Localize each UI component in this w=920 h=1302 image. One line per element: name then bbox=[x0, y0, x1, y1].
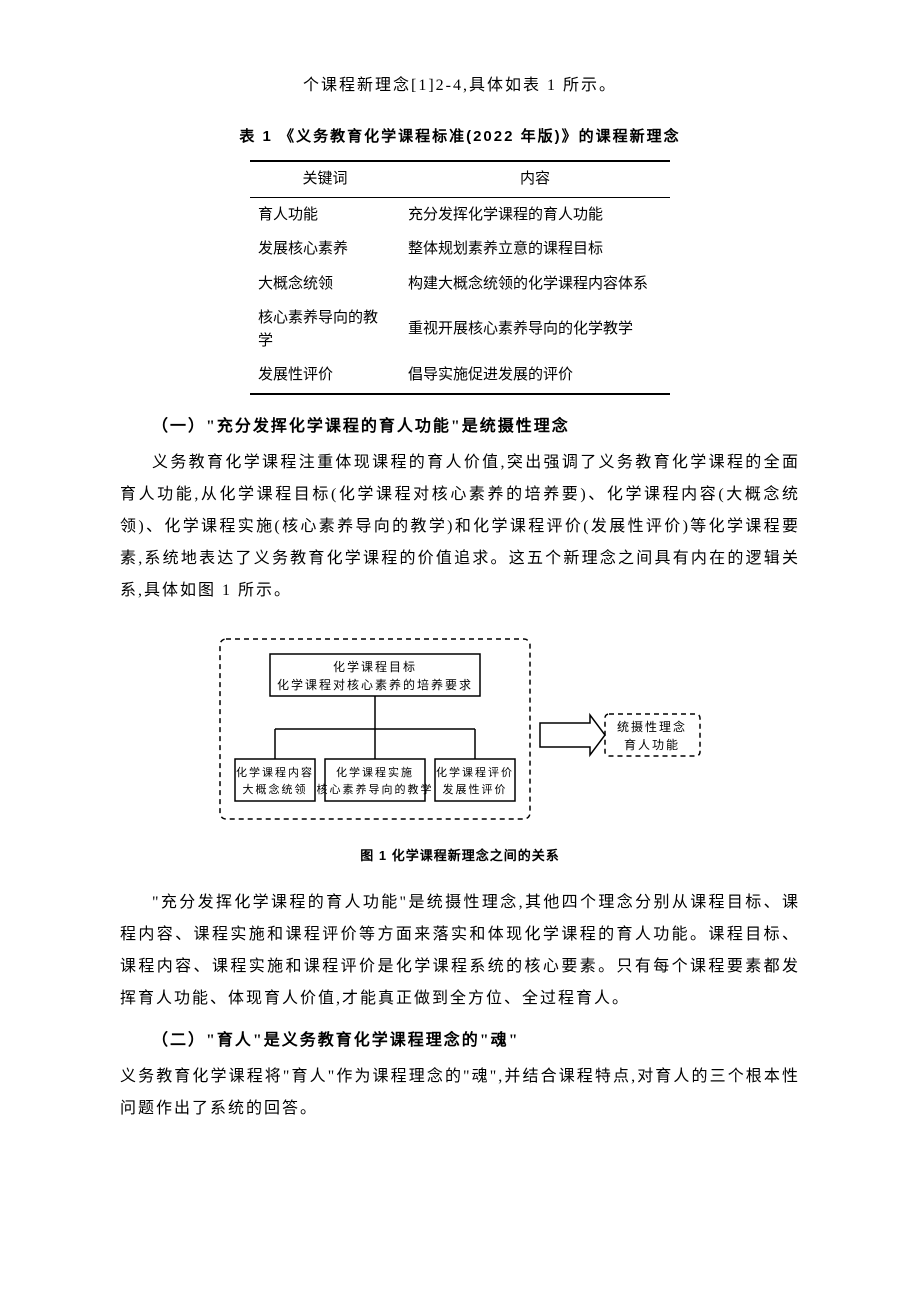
table-cell: 重视开展核心素养导向的化学教学 bbox=[400, 301, 670, 358]
table-row: 大概念统领构建大概念统领的化学课程内容体系 bbox=[250, 267, 670, 302]
table-row: 核心素养导向的教学重视开展核心素养导向的化学教学 bbox=[250, 301, 670, 358]
table-header: 内容 bbox=[400, 161, 670, 197]
node-b3-line1: 化学课程评价 bbox=[436, 765, 514, 779]
node-b2-line1: 化学课程实施 bbox=[336, 765, 414, 779]
node-top-line2: 化学课程对核心素养的培养要求 bbox=[277, 677, 473, 692]
table-cell: 充分发挥化学课程的育人功能 bbox=[400, 197, 670, 232]
node-right-line1: 统摄性理念 bbox=[617, 719, 687, 734]
table-row: 发展核心素养整体规划素养立意的课程目标 bbox=[250, 232, 670, 267]
table-cell: 核心素养导向的教学 bbox=[250, 301, 400, 358]
big-arrow bbox=[540, 715, 605, 755]
figure-1: 化学课程目标 化学课程对核心素养的培养要求 化学课程内容 大概念统领 化学课程实… bbox=[120, 629, 800, 829]
table-cell: 育人功能 bbox=[250, 197, 400, 232]
node-b1-line1: 化学课程内容 bbox=[236, 765, 314, 779]
node-b2-line2: 核心素养导向的教学 bbox=[317, 782, 434, 796]
table-1: 关键词 内容 育人功能充分发挥化学课程的育人功能 发展核心素养整体规划素养立意的… bbox=[250, 160, 670, 395]
flowchart-svg: 化学课程目标 化学课程对核心素养的培养要求 化学课程内容 大概念统领 化学课程实… bbox=[210, 629, 710, 829]
table-cell: 发展核心素养 bbox=[250, 232, 400, 267]
table-cell: 构建大概念统领的化学课程内容体系 bbox=[400, 267, 670, 302]
table-cell: 倡导实施促进发展的评价 bbox=[400, 358, 670, 394]
section-1-para-2: "充分发挥化学课程的育人功能"是统摄性理念,其他四个理念分别从课程目标、课程内容… bbox=[120, 887, 800, 1015]
table-cell: 发展性评价 bbox=[250, 358, 400, 394]
node-top-line1: 化学课程目标 bbox=[333, 659, 417, 674]
intro-text: 个课程新理念[1]2-4,具体如表 1 所示。 bbox=[120, 70, 800, 102]
node-b1-line2: 大概念统领 bbox=[243, 782, 308, 796]
section-2-para-1: 义务教育化学课程将"育人"作为课程理念的"魂",并结合课程特点,对育人的三个根本… bbox=[120, 1061, 800, 1125]
node-right-line2: 育人功能 bbox=[624, 737, 680, 752]
table-caption: 表 1 《义务教育化学课程标准(2022 年版)》的课程新理念 bbox=[120, 122, 800, 152]
node-b3-line2: 发展性评价 bbox=[443, 782, 508, 796]
table-row: 育人功能充分发挥化学课程的育人功能 bbox=[250, 197, 670, 232]
table-header-row: 关键词 内容 bbox=[250, 161, 670, 197]
table-cell: 大概念统领 bbox=[250, 267, 400, 302]
section-1-para-1: 义务教育化学课程注重体现课程的育人价值,突出强调了义务教育化学课程的全面育人功能… bbox=[120, 447, 800, 607]
figure-1-caption: 图 1 化学课程新理念之间的关系 bbox=[120, 843, 800, 869]
section-1-heading: （一）"充分发挥化学课程的育人功能"是统摄性理念 bbox=[120, 411, 800, 443]
table-row: 发展性评价倡导实施促进发展的评价 bbox=[250, 358, 670, 394]
section-2-heading: （二）"育人"是义务教育化学课程理念的"魂" bbox=[120, 1025, 800, 1057]
table-header: 关键词 bbox=[250, 161, 400, 197]
table-cell: 整体规划素养立意的课程目标 bbox=[400, 232, 670, 267]
